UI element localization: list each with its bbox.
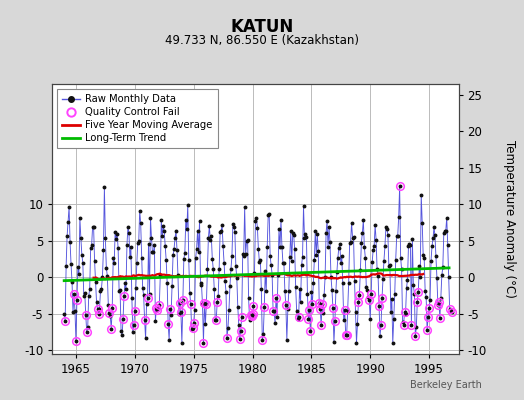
Y-axis label: Temperature Anomaly (°C): Temperature Anomaly (°C) [504,140,517,298]
Text: 49.733 N, 86.550 E (Kazakhstan): 49.733 N, 86.550 E (Kazakhstan) [165,34,359,47]
Text: KATUN: KATUN [231,18,293,36]
Legend: Raw Monthly Data, Quality Control Fail, Five Year Moving Average, Long-Term Tren: Raw Monthly Data, Quality Control Fail, … [58,89,218,148]
Text: Berkeley Earth: Berkeley Earth [410,380,482,390]
